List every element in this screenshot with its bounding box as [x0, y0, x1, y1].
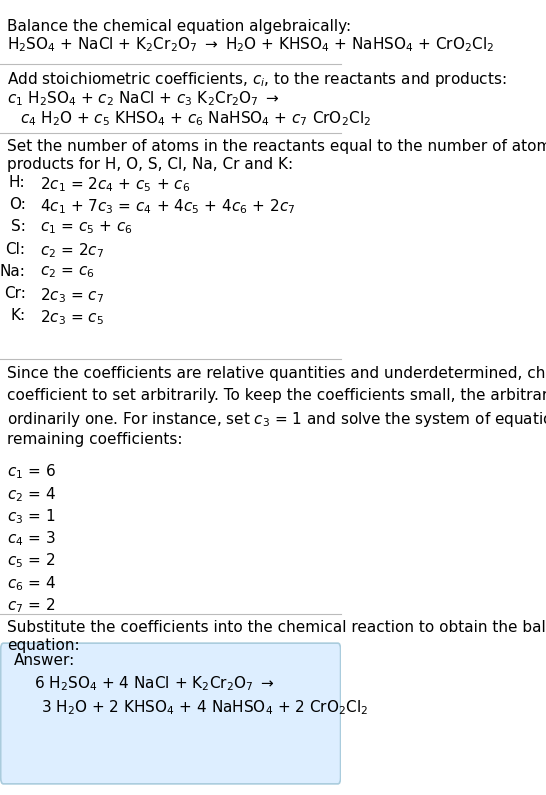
Text: Since the coefficients are relative quantities and underdetermined, choose a: Since the coefficients are relative quan…: [7, 366, 546, 381]
Text: $c_1$ = $c_5$ + $c_6$: $c_1$ = $c_5$ + $c_6$: [40, 219, 133, 236]
Text: H$_2$SO$_4$ + NaCl + K$_2$Cr$_2$O$_7$ $\rightarrow$ H$_2$O + KHSO$_4$ + NaHSO$_4: H$_2$SO$_4$ + NaCl + K$_2$Cr$_2$O$_7$ $\…: [7, 36, 494, 55]
Text: equation:: equation:: [7, 638, 80, 653]
Text: $c_6$ = 4: $c_6$ = 4: [7, 574, 56, 593]
Text: $c_4$ = 3: $c_4$ = 3: [7, 529, 56, 549]
Text: Na:: Na:: [0, 264, 26, 279]
Text: H:: H:: [9, 175, 26, 190]
Text: 2$c_3$ = $c_5$: 2$c_3$ = $c_5$: [40, 308, 104, 328]
Text: $c_2$ = $c_6$: $c_2$ = $c_6$: [40, 264, 95, 280]
Text: Add stoichiometric coefficients, $c_i$, to the reactants and products:: Add stoichiometric coefficients, $c_i$, …: [7, 70, 506, 89]
Text: Cr:: Cr:: [4, 286, 26, 301]
Text: $c_2$ = 2$c_7$: $c_2$ = 2$c_7$: [40, 242, 104, 261]
Text: $c_1$ = 6: $c_1$ = 6: [7, 463, 56, 482]
Text: $c_1$ H$_2$SO$_4$ + $c_2$ NaCl + $c_3$ K$_2$Cr$_2$O$_7$ $\rightarrow$: $c_1$ H$_2$SO$_4$ + $c_2$ NaCl + $c_3$ K…: [7, 89, 280, 108]
Text: Cl:: Cl:: [5, 242, 26, 257]
Text: coefficient to set arbitrarily. To keep the coefficients small, the arbitrary va: coefficient to set arbitrarily. To keep …: [7, 388, 546, 403]
Text: Set the number of atoms in the reactants equal to the number of atoms in the: Set the number of atoms in the reactants…: [7, 139, 546, 154]
Text: O:: O:: [9, 197, 26, 212]
Text: 4$c_1$ + 7$c_3$ = $c_4$ + 4$c_5$ + 4$c_6$ + 2$c_7$: 4$c_1$ + 7$c_3$ = $c_4$ + 4$c_5$ + 4$c_6…: [40, 197, 295, 216]
Text: K:: K:: [10, 308, 26, 324]
FancyBboxPatch shape: [1, 643, 341, 784]
Text: $c_2$ = 4: $c_2$ = 4: [7, 485, 56, 504]
Text: remaining coefficients:: remaining coefficients:: [7, 432, 182, 448]
Text: Substitute the coefficients into the chemical reaction to obtain the balanced: Substitute the coefficients into the che…: [7, 620, 546, 635]
Text: $c_5$ = 2: $c_5$ = 2: [7, 552, 55, 571]
Text: 2$c_1$ = 2$c_4$ + $c_5$ + $c_6$: 2$c_1$ = 2$c_4$ + $c_5$ + $c_6$: [40, 175, 191, 194]
Text: 6 H$_2$SO$_4$ + 4 NaCl + K$_2$Cr$_2$O$_7$ $\rightarrow$: 6 H$_2$SO$_4$ + 4 NaCl + K$_2$Cr$_2$O$_7…: [34, 674, 275, 693]
Text: $c_3$ = 1: $c_3$ = 1: [7, 507, 55, 526]
Text: 3 H$_2$O + 2 KHSO$_4$ + 4 NaHSO$_4$ + 2 CrO$_2$Cl$_2$: 3 H$_2$O + 2 KHSO$_4$ + 4 NaHSO$_4$ + 2 …: [41, 698, 369, 717]
Text: ordinarily one. For instance, set $c_3$ = 1 and solve the system of equations fo: ordinarily one. For instance, set $c_3$ …: [7, 410, 546, 429]
Text: $c_4$ H$_2$O + $c_5$ KHSO$_4$ + $c_6$ NaHSO$_4$ + $c_7$ CrO$_2$Cl$_2$: $c_4$ H$_2$O + $c_5$ KHSO$_4$ + $c_6$ Na…: [21, 109, 371, 128]
Text: S:: S:: [11, 219, 26, 235]
Text: Balance the chemical equation algebraically:: Balance the chemical equation algebraica…: [7, 19, 351, 34]
Text: Answer:: Answer:: [14, 653, 75, 669]
Text: products for H, O, S, Cl, Na, Cr and K:: products for H, O, S, Cl, Na, Cr and K:: [7, 157, 293, 172]
Text: 2$c_3$ = $c_7$: 2$c_3$ = $c_7$: [40, 286, 104, 305]
Text: $c_7$ = 2: $c_7$ = 2: [7, 596, 55, 615]
